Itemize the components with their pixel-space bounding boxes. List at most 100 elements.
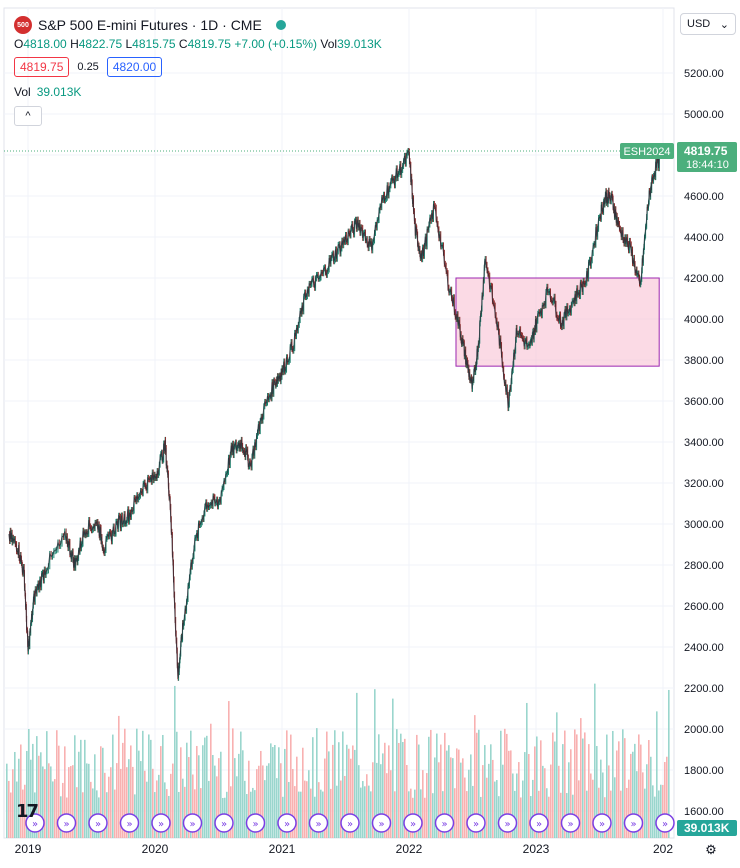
volume-bar (482, 765, 484, 838)
event-marker-arrow: » (662, 819, 668, 830)
volume-bar (352, 745, 354, 838)
volume-bar (492, 759, 494, 838)
event-marker-icon[interactable] (623, 813, 644, 833)
volume-bar (420, 789, 422, 838)
volume-bar (550, 764, 552, 838)
volume-bar (130, 745, 132, 838)
market-status-icon[interactable] (275, 20, 286, 30)
event-marker-icon[interactable] (434, 813, 455, 833)
volume-bar (216, 776, 218, 838)
event-marker-icon[interactable] (182, 813, 203, 833)
volume-bar (248, 760, 250, 838)
volume-bar (336, 785, 338, 838)
volume-bar (592, 779, 594, 838)
volume-bar (318, 782, 320, 838)
volume-bar (36, 736, 38, 838)
event-marker-icon[interactable] (592, 813, 612, 833)
buy-price-button[interactable]: 4820.00 (106, 57, 163, 77)
symbol-title[interactable]: S&P 500 E-mini Futures · 1D · CME (38, 17, 262, 33)
volume-bar (396, 729, 398, 838)
volume-bar (474, 715, 476, 838)
event-marker-icon[interactable] (560, 813, 581, 833)
volume-bar (528, 754, 530, 838)
volume-bar (574, 729, 576, 838)
sell-price-button[interactable]: 4819.75 (14, 57, 70, 77)
volume-bar (116, 763, 118, 838)
gear-icon[interactable]: ⚙ (705, 842, 717, 857)
volume-bar (434, 757, 436, 838)
event-marker-icon[interactable] (371, 813, 392, 833)
tradingview-logo-icon[interactable]: 17 (16, 801, 39, 822)
event-marker-icon[interactable] (56, 813, 77, 833)
volume-bar (624, 738, 626, 838)
volume-bar (366, 774, 368, 838)
event-marker-icon[interactable] (340, 813, 360, 833)
event-marker-icon[interactable] (308, 813, 329, 833)
currency-select[interactable]: USD ⌄ (680, 13, 736, 35)
volume-bar (646, 764, 648, 838)
volume-bar (232, 728, 234, 838)
volume-bar (594, 683, 596, 838)
volume-bar (94, 754, 96, 838)
volume-bar (278, 747, 280, 838)
volume-bar (526, 702, 528, 838)
price-series-line (8, 146, 664, 678)
event-marker-icon[interactable] (88, 813, 108, 833)
volume-bar (454, 788, 456, 838)
volume-bar (112, 734, 114, 838)
volume-bar (30, 759, 32, 838)
volume-bar (214, 765, 216, 838)
event-marker-arrow: » (95, 819, 101, 830)
chevron-down-icon: ⌄ (719, 18, 729, 31)
volume-bar (230, 786, 232, 838)
volume-bar (78, 751, 80, 838)
volume-bar (358, 765, 360, 838)
volume-bar (132, 766, 134, 838)
event-marker-arrow: » (630, 819, 636, 830)
volume-bar (262, 765, 264, 838)
volume-bar (158, 774, 160, 838)
event-marker-arrow: » (158, 819, 164, 830)
event-marker-icon[interactable] (497, 813, 518, 833)
event-marker-icon[interactable] (151, 813, 171, 833)
volume-bar (560, 792, 562, 838)
symbol-icon[interactable]: 500 (14, 16, 32, 34)
volume-bar (108, 776, 110, 838)
volume-bar (200, 788, 202, 838)
volume-bar (270, 743, 272, 838)
volume-bar (518, 762, 520, 838)
event-marker-icon[interactable] (466, 813, 486, 833)
event-marker-icon[interactable] (529, 813, 549, 833)
event-marker-icon[interactable] (214, 813, 234, 833)
volume-bar (374, 689, 376, 838)
price-axis-label: 4000.00 (684, 314, 724, 326)
price-axis-label: 3400.00 (684, 437, 724, 449)
volume-bar (484, 745, 486, 838)
volume-bar (562, 744, 564, 838)
volume-bar (588, 744, 590, 838)
event-marker-icon[interactable] (245, 813, 266, 833)
event-marker-icon[interactable] (277, 813, 297, 833)
volume-bar (360, 787, 362, 838)
volume-bar (496, 780, 498, 838)
symbol-tag-bg (620, 142, 674, 159)
event-marker-icon[interactable] (655, 813, 675, 833)
volume-bar (338, 742, 340, 838)
volume-legend[interactable]: Vol 39.013K (14, 85, 82, 99)
volume-bar (522, 780, 524, 838)
event-marker-icon[interactable] (25, 813, 45, 833)
volume-bar (150, 739, 152, 838)
collapse-legend-button[interactable]: ^ (14, 106, 42, 126)
time-axis-label: 202 (653, 842, 673, 856)
volume-bar (602, 772, 604, 838)
volume-bar (606, 734, 608, 838)
volume-bar (524, 752, 526, 838)
event-marker-icon[interactable] (119, 813, 140, 833)
price-axis-label: 2200.00 (684, 683, 724, 695)
volume-bar (392, 698, 394, 838)
event-marker-icon[interactable] (403, 813, 423, 833)
volume-bar (426, 773, 428, 838)
volume-bar (610, 790, 612, 838)
